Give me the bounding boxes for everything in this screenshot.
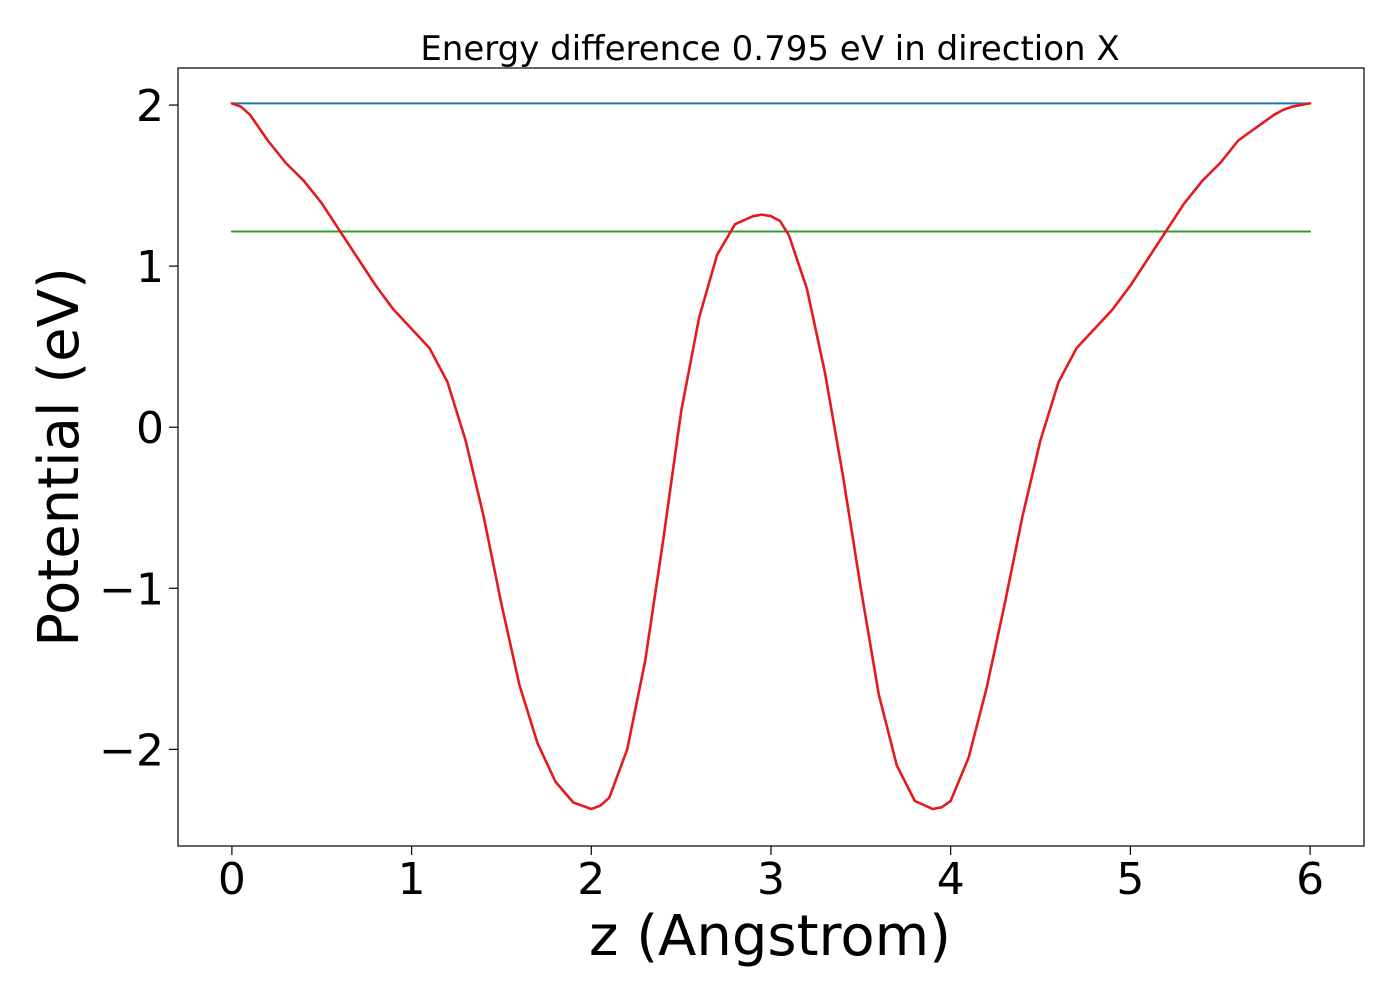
x-axis-ticks: 0 1 2 3 4 5 6 xyxy=(218,846,1324,905)
x-tick-label: 2 xyxy=(577,854,605,905)
chart-title: Energy difference 0.795 eV in direction … xyxy=(420,29,1119,69)
y-axis-label: Potential (eV) xyxy=(27,267,92,647)
series-line-red xyxy=(230,102,1312,811)
plot-series xyxy=(230,102,1312,811)
y-tick-label: 1 xyxy=(136,242,164,293)
x-tick-label: 5 xyxy=(1116,854,1144,905)
plot-frame xyxy=(177,67,1365,847)
y-tick-label: 2 xyxy=(136,81,164,132)
x-tick-label: 3 xyxy=(757,854,785,905)
y-axis-ticks: −2 −1 0 1 2 xyxy=(99,81,178,776)
y-tick-label: −2 xyxy=(99,725,164,776)
y-tick-label: −1 xyxy=(99,564,164,615)
y-tick-label: 0 xyxy=(136,403,164,454)
x-axis-label: z (Angstrom) xyxy=(589,904,951,969)
x-tick-label: 6 xyxy=(1296,854,1324,905)
x-tick-label: 0 xyxy=(218,854,246,905)
x-tick-label: 1 xyxy=(398,854,426,905)
x-tick-label: 4 xyxy=(937,854,965,905)
